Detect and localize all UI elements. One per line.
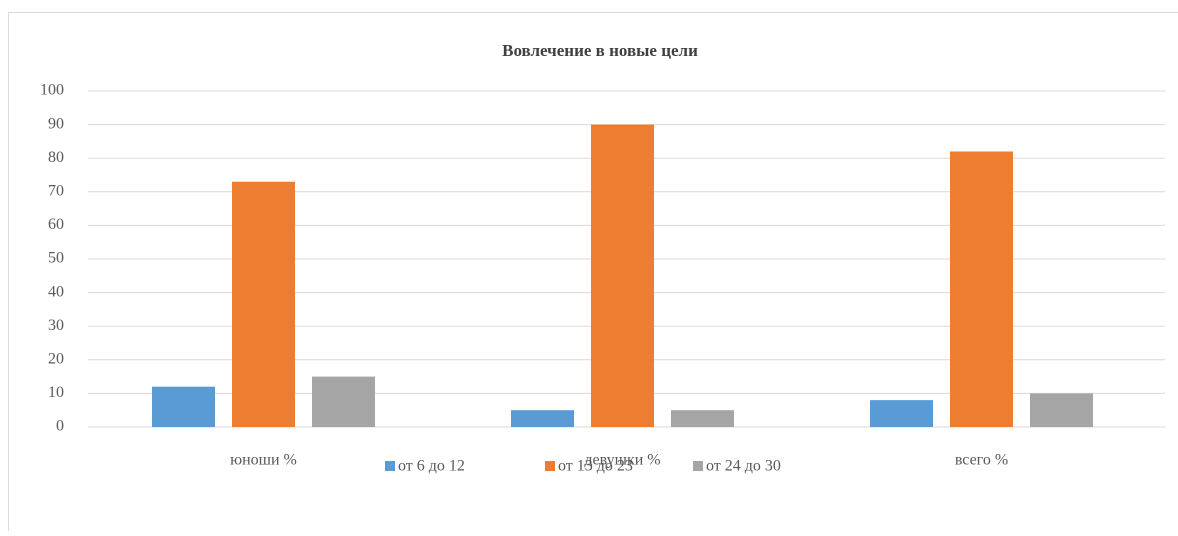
bar xyxy=(152,387,215,427)
x-tick-label: всего % xyxy=(955,452,1008,469)
y-tick-label: 100 xyxy=(40,82,64,99)
y-tick-label: 90 xyxy=(48,115,64,132)
y-tick-label: 0 xyxy=(56,418,64,435)
y-tick-label: 40 xyxy=(48,283,64,300)
legend-label: от 24 до 30 xyxy=(706,458,781,475)
bar xyxy=(950,151,1013,427)
bar xyxy=(671,410,734,427)
legend-swatch xyxy=(545,461,555,471)
legend-label: от 13 до 23 xyxy=(558,458,633,475)
chart-title: Вовлечение в новые цели xyxy=(502,41,698,60)
y-tick-label: 80 xyxy=(48,149,64,166)
bar xyxy=(511,410,574,427)
y-tick-label: 50 xyxy=(48,250,64,267)
bar xyxy=(232,182,295,427)
y-tick-label: 30 xyxy=(48,317,64,334)
y-tick-label: 20 xyxy=(48,350,64,367)
legend-swatch xyxy=(693,461,703,471)
legend-label: от 6 до 12 xyxy=(398,458,465,475)
bar xyxy=(870,400,933,427)
y-tick-label: 70 xyxy=(48,182,64,199)
y-tick-label: 60 xyxy=(48,216,64,233)
y-tick-label: 10 xyxy=(48,384,64,401)
legend-swatch xyxy=(385,461,395,471)
x-tick-label: юноши % xyxy=(230,452,297,469)
bar xyxy=(591,125,654,427)
bar xyxy=(312,377,375,427)
bar xyxy=(1030,393,1093,427)
